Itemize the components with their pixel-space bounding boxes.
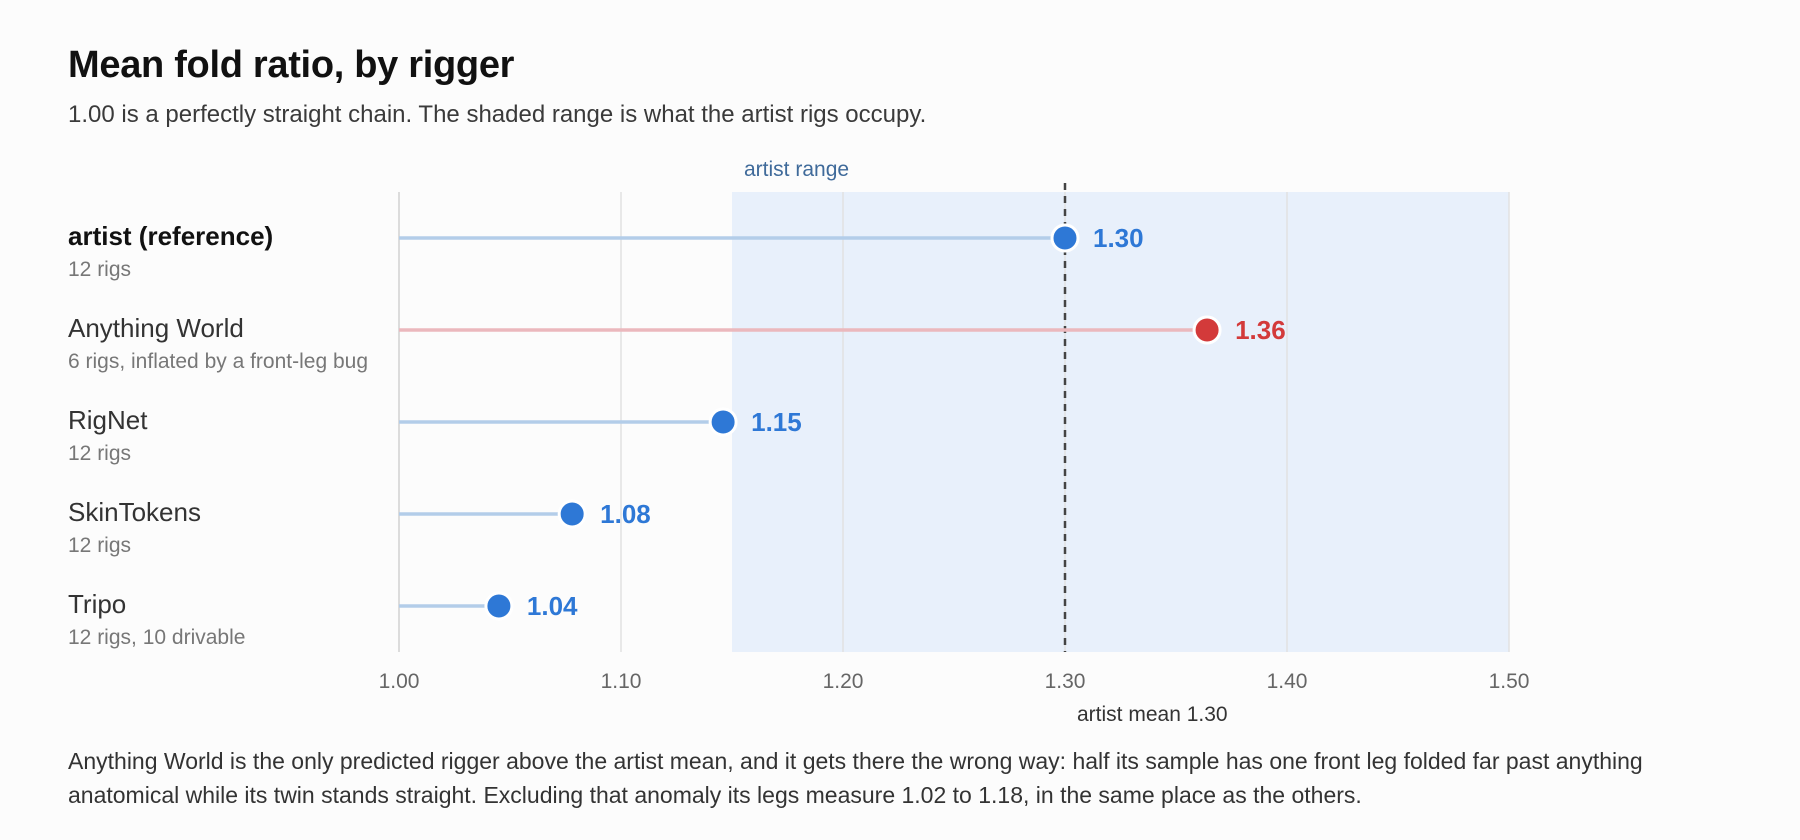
chart-subtitle: 1.00 is a perfectly straight chain. The … bbox=[68, 101, 927, 128]
row-note: 12 rigs, 10 drivable bbox=[68, 626, 245, 649]
value-label: 1.15 bbox=[751, 407, 802, 437]
value-label: 1.36 bbox=[1235, 315, 1286, 345]
lollipop-dot bbox=[708, 407, 738, 437]
artist-range-label: artist range bbox=[744, 158, 849, 181]
row-label: SkinTokens bbox=[68, 497, 201, 527]
x-tick-label: 1.50 bbox=[1489, 670, 1530, 693]
x-tick-label: 1.00 bbox=[379, 670, 420, 693]
lollipop-chart: artist range 1.00 1.10 1.20 1.30 1.40 1.50 arti… bbox=[68, 158, 1530, 726]
value-label: 1.08 bbox=[600, 499, 651, 529]
x-tick-label: 1.40 bbox=[1267, 670, 1308, 693]
value-label: 1.04 bbox=[527, 591, 578, 621]
lollipop-dot bbox=[1192, 315, 1222, 345]
row-label: Tripo bbox=[68, 589, 126, 619]
lollipop-dot bbox=[484, 591, 514, 621]
artist-range-band bbox=[732, 192, 1509, 652]
row-note: 6 rigs, inflated by a front-leg bug bbox=[68, 350, 368, 373]
artist-mean-label: artist mean 1.30 bbox=[1077, 703, 1228, 726]
row-label: Anything World bbox=[68, 313, 244, 343]
row-label: RigNet bbox=[68, 405, 148, 435]
row-label: artist (reference) bbox=[68, 221, 273, 251]
chart-title: Mean fold ratio, by rigger bbox=[68, 44, 515, 86]
x-tick-label: 1.10 bbox=[601, 670, 642, 693]
lollipop-dot bbox=[1050, 223, 1080, 253]
row-note: 12 rigs bbox=[68, 442, 131, 465]
x-tick-label: 1.30 bbox=[1045, 670, 1086, 693]
chart-footnote: Anything World is the only predicted rig… bbox=[68, 748, 1643, 808]
lollipop-dot bbox=[557, 499, 587, 529]
x-tick-label: 1.20 bbox=[823, 670, 864, 693]
row-note: 12 rigs bbox=[68, 258, 131, 281]
value-label: 1.30 bbox=[1093, 223, 1144, 253]
row-note: 12 rigs bbox=[68, 534, 131, 557]
